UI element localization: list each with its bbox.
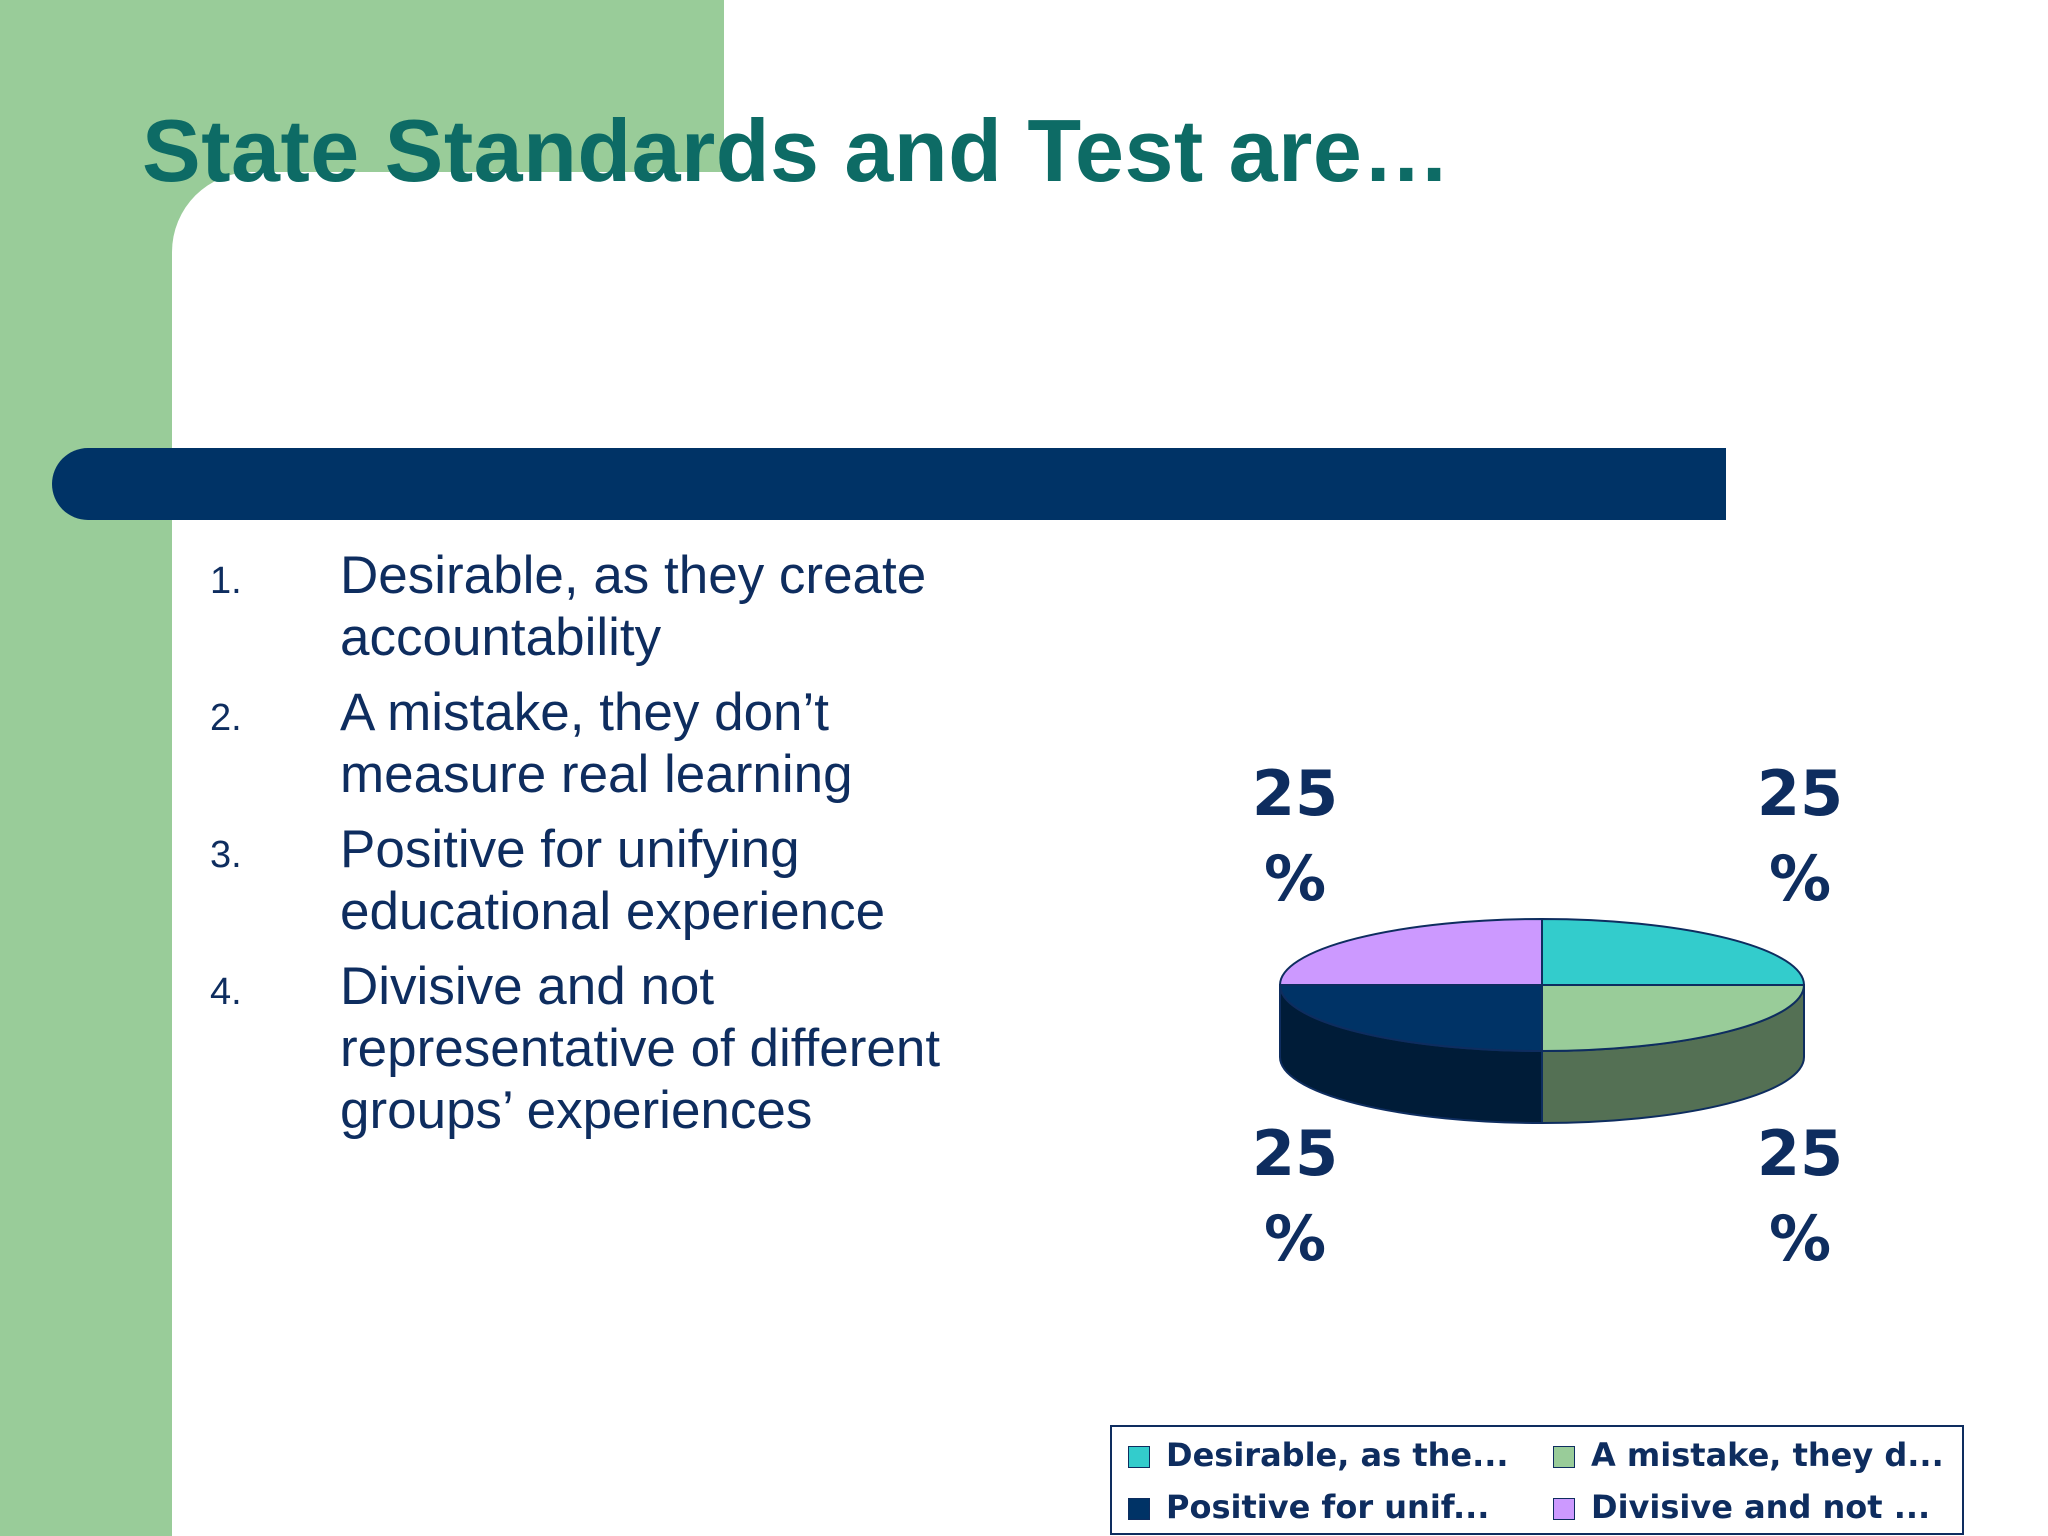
legend-label: A mistake, they d... bbox=[1591, 1436, 1944, 1474]
legend-item-1: Desirable, as the... bbox=[1128, 1435, 1509, 1475]
option-number: 3. bbox=[210, 834, 242, 876]
option-number: 4. bbox=[210, 971, 242, 1013]
answer-options: 1. Desirable, as they create accountabil… bbox=[210, 545, 1090, 1155]
legend-label: Desirable, as the... bbox=[1166, 1436, 1509, 1474]
option-text-line: Positive for unifying bbox=[340, 820, 800, 879]
legend-item-2: A mistake, they d... bbox=[1553, 1435, 1944, 1475]
option-number: 2. bbox=[210, 697, 242, 739]
legend-label: Divisive and not ... bbox=[1591, 1488, 1931, 1526]
option-number: 1. bbox=[210, 560, 242, 602]
title-divider-bar bbox=[52, 448, 1726, 520]
pie-data-label-2: 25% bbox=[1757, 1117, 1843, 1275]
legend-swatch bbox=[1553, 1498, 1575, 1520]
option-text-line: representative of different bbox=[340, 1019, 941, 1078]
top-white-area bbox=[724, 0, 2048, 172]
answer-option-2: 2. A mistake, they don’t measure real le… bbox=[210, 682, 1090, 806]
answer-option-4: 4. Divisive and not representative of di… bbox=[210, 956, 1090, 1142]
legend-swatch bbox=[1128, 1446, 1150, 1468]
chart-legend: Desirable, as the... A mistake, they d..… bbox=[1110, 1425, 1964, 1535]
legend-item-3: Positive for unif... bbox=[1128, 1487, 1489, 1527]
content-panel bbox=[172, 172, 2048, 1536]
option-text-line: A mistake, they don’t bbox=[340, 683, 830, 742]
legend-label: Positive for unif... bbox=[1166, 1488, 1490, 1526]
option-text-line: Divisive and not bbox=[340, 957, 715, 1016]
pie-slice-3 bbox=[1278, 984, 1543, 1053]
option-text-line: groups’ experiences bbox=[340, 1081, 813, 1140]
pie-slice-1 bbox=[1541, 917, 1806, 986]
pie-slice-2 bbox=[1541, 984, 1806, 1053]
answer-option-3: 3. Positive for unifying educational exp… bbox=[210, 819, 1090, 943]
option-text-line: accountability bbox=[340, 608, 662, 667]
option-text-line: measure real learning bbox=[340, 745, 853, 804]
legend-swatch bbox=[1128, 1498, 1150, 1520]
option-text-line: Desirable, as they create bbox=[340, 546, 927, 605]
answer-option-1: 1. Desirable, as they create accountabil… bbox=[210, 545, 1090, 669]
pie-data-label-4: 25% bbox=[1252, 757, 1338, 915]
legend-swatch bbox=[1553, 1446, 1575, 1468]
legend-item-4: Divisive and not ... bbox=[1553, 1487, 1930, 1527]
slide-title: State Standards and Test are… bbox=[142, 101, 1451, 200]
pie-data-label-3: 25% bbox=[1252, 1117, 1338, 1275]
option-text-line: educational experience bbox=[340, 882, 886, 941]
pie-slice-4 bbox=[1278, 917, 1543, 986]
pie-data-label-1: 25% bbox=[1757, 757, 1843, 915]
